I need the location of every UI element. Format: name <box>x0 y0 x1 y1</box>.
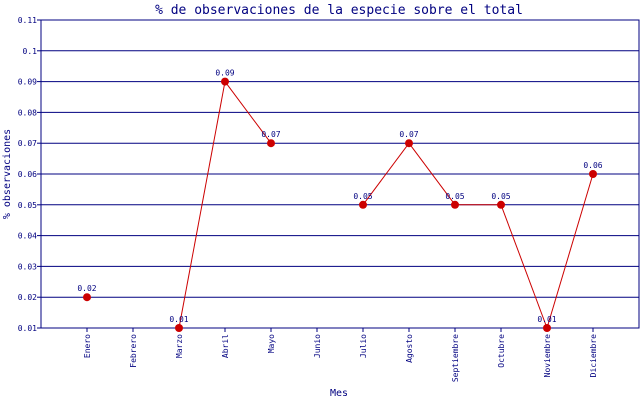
data-labels: 0.02 0.01 0.09 0.07 0.05 0.07 0.05 0.05 0.01 0.06 <box>77 69 602 324</box>
data-label: 0.05 <box>353 192 372 201</box>
data-point <box>451 200 459 209</box>
data-point <box>543 324 551 332</box>
y-tick-label: 0.01 <box>18 324 37 333</box>
x-tick-label: Diciembre <box>589 334 598 378</box>
data-label: 0.07 <box>399 130 418 139</box>
y-tick-label: 0.04 <box>18 232 37 241</box>
x-tick-label: Agosto <box>405 334 414 363</box>
data-label: 0.01 <box>537 315 556 324</box>
series-line <box>83 77 597 332</box>
x-tick-label: Septiembre <box>451 334 460 382</box>
data-point <box>497 200 505 209</box>
data-point <box>405 139 413 148</box>
data-label: 0.05 <box>491 192 510 201</box>
x-axis: Enero Febrero Marzo Abril Mayo Junio Julio Agos… <box>83 328 598 382</box>
x-tick-label: Abril <box>221 334 230 358</box>
y-tick-label: 0.03 <box>18 262 37 271</box>
x-tick-label: Octubre <box>497 334 506 368</box>
data-label: 0.07 <box>261 130 280 139</box>
data-point <box>589 170 597 178</box>
grid-lines <box>41 19 639 329</box>
data-point <box>221 77 229 86</box>
x-tick-label: Julio <box>359 334 368 358</box>
data-label: 0.09 <box>215 69 234 78</box>
x-tick-label: Noviembre <box>543 334 552 378</box>
data-point <box>175 324 183 332</box>
series-segment <box>224 81 272 144</box>
data-label: 0.05 <box>445 192 464 201</box>
y-tick-label: 0.09 <box>18 78 37 87</box>
data-point <box>267 139 275 148</box>
x-tick-label: Junio <box>313 334 322 358</box>
y-axis-label: % observaciones <box>2 129 13 219</box>
series-segment <box>408 142 456 206</box>
series-segment <box>178 81 226 329</box>
y-axis: 0.01 0.02 0.03 0.04 0.05 0.06 0.07 0.08 0.09 0.1 0… <box>18 16 41 333</box>
x-tick-label: Mayo <box>267 334 276 353</box>
series-segment <box>500 204 548 329</box>
data-label: 0.01 <box>169 315 188 324</box>
data-point <box>83 293 91 302</box>
data-label: 0.02 <box>77 284 96 293</box>
chart-title: % de observaciones de la especie sobre e… <box>155 3 523 18</box>
data-label: 0.06 <box>583 161 602 170</box>
y-tick-label: 0.08 <box>18 108 37 117</box>
x-tick-label: Enero <box>83 334 92 358</box>
y-tick-label: 0.07 <box>18 139 37 148</box>
y-tick-label: 0.06 <box>18 170 37 179</box>
data-point <box>359 200 367 209</box>
x-axis-label: Mes <box>330 388 348 399</box>
series-segment <box>362 142 410 206</box>
y-tick-label: 0.1 <box>23 47 38 56</box>
y-tick-label: 0.05 <box>18 201 37 210</box>
y-tick-label: 0.02 <box>18 293 37 302</box>
x-tick-label: Marzo <box>175 334 184 358</box>
y-tick-label: 0.11 <box>18 16 37 25</box>
series-segment <box>546 173 594 329</box>
x-tick-label: Febrero <box>129 334 138 368</box>
